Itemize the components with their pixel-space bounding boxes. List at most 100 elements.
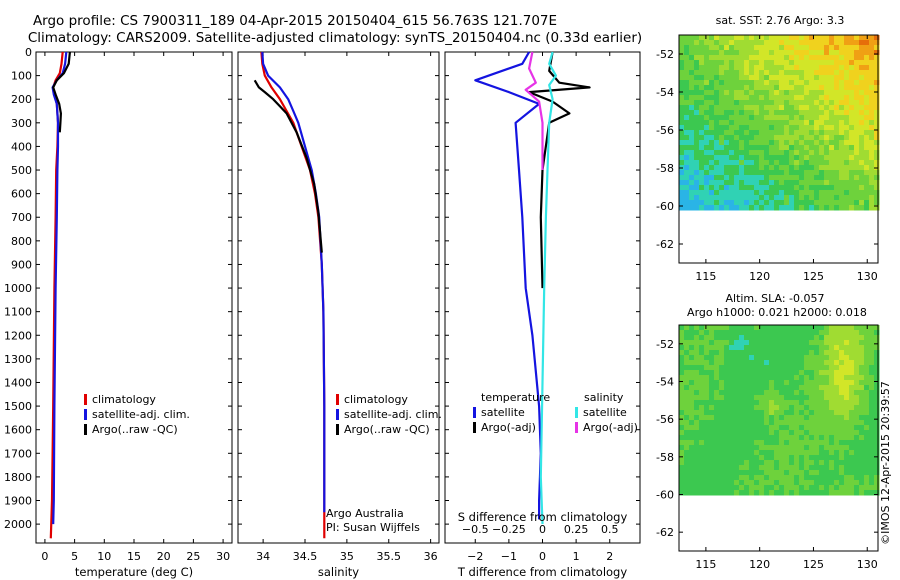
y-tick-label: 1400 [4, 376, 32, 389]
secondary-x-tick-label: 0.5 [601, 523, 619, 536]
map-x-tick-label: 115 [695, 270, 716, 283]
x-tick-label: 5 [71, 550, 78, 563]
y-tick-label: 600 [11, 188, 32, 201]
x-tick-label: 35 [340, 550, 354, 563]
series-line-argo_s [524, 51, 544, 170]
series-line-sat_s [539, 51, 558, 525]
x-tick-label: 34 [256, 550, 270, 563]
map-y-tick-label: -54 [656, 376, 674, 389]
x-tick-label: −1 [501, 550, 517, 563]
map-y-tick-label: -54 [656, 86, 674, 99]
legend-label: climatology [92, 393, 156, 406]
map-y-tick-label: -58 [656, 162, 674, 175]
secondary-x-tick-label: −0.25 [492, 523, 526, 536]
legend-title-temperature: temperature [481, 391, 550, 404]
secondary-x-axis-label: S difference from climatology [458, 510, 628, 524]
map-y-tick-label: -60 [656, 200, 674, 213]
map-y-tick-label: -62 [656, 238, 674, 251]
sla-map-title-line-1: Altim. SLA: -0.057 [725, 292, 824, 305]
x-tick-label: 36 [424, 550, 438, 563]
x-tick-label: 0 [539, 550, 546, 563]
panel-frame-temperature [35, 51, 233, 544]
legend-swatch [84, 409, 87, 420]
y-tick-label: 1600 [4, 424, 32, 437]
map-x-tick-label: 125 [803, 270, 824, 283]
legend-swatch [336, 394, 339, 405]
series-line-argo [52, 51, 71, 133]
series-line-sat [474, 51, 542, 520]
legend-label: Argo(..raw -QC) [344, 423, 430, 436]
map-y-tick-label: -52 [656, 48, 674, 61]
y-tick-label: 1000 [4, 282, 32, 295]
heatmap-cells-sst [679, 35, 880, 211]
y-tick-label: 1500 [4, 400, 32, 413]
secondary-x-tick-label: 0 [539, 523, 546, 536]
x-tick-label: 1 [573, 550, 580, 563]
secondary-x-tick-label: 0.25 [564, 523, 589, 536]
map-x-tick-label: 125 [803, 558, 824, 571]
legend-swatch [575, 422, 578, 433]
legend-label: climatology [344, 393, 408, 406]
y-tick-label: 1800 [4, 471, 32, 484]
map-y-tick-label: -56 [656, 413, 674, 426]
legend-swatch [84, 424, 87, 435]
legend-swatch [336, 409, 339, 420]
x-axis-label: temperature (deg C) [75, 565, 193, 579]
legend-swatch [84, 394, 87, 405]
map-frame-sla [678, 324, 879, 552]
legend-title-salinity: salinity [584, 391, 624, 404]
sst-map-title: sat. SST: 2.76 Argo: 3.3 [716, 14, 845, 27]
legend-label: satellite [583, 406, 627, 419]
legend-swatch [473, 407, 476, 418]
map-x-tick-label: 120 [749, 558, 770, 571]
legend-label: satellite [481, 406, 525, 419]
x-axis-label: T difference from climatology [457, 565, 628, 579]
legend-label: Argo(-adj) [481, 421, 536, 434]
y-tick-label: 1300 [4, 353, 32, 366]
x-tick-label: 30 [216, 550, 230, 563]
x-tick-label: 10 [97, 550, 111, 563]
y-tick-label: 800 [11, 235, 32, 248]
map-x-tick-label: 130 [857, 270, 878, 283]
legend-label: Argo(..raw -QC) [92, 423, 178, 436]
x-tick-label: 20 [157, 550, 171, 563]
x-axis-label: salinity [318, 565, 359, 579]
legend-swatch [575, 407, 578, 418]
legend-label: Argo(-adj) [583, 421, 638, 434]
plot-title-line-1: Argo profile: CS 7900311_189 04-Apr-2015… [32, 13, 558, 29]
y-tick-label: 1200 [4, 329, 32, 342]
y-tick-label: 1100 [4, 306, 32, 319]
legend-label: satellite-adj. clim. [92, 408, 190, 421]
y-tick-label: 900 [11, 258, 32, 271]
x-tick-label: −2 [467, 550, 483, 563]
heatmap-cells-sla [679, 325, 880, 496]
y-tick-label: 0 [25, 46, 32, 59]
map-y-tick-label: -58 [656, 451, 674, 464]
map-y-tick-label: -62 [656, 526, 674, 539]
series-line-argo [527, 51, 591, 289]
map-frame-sst [678, 34, 879, 264]
map-y-tick-label: -60 [656, 489, 674, 502]
y-tick-label: 1900 [4, 495, 32, 508]
y-tick-label: 100 [11, 70, 32, 83]
series-line-argo [253, 79, 323, 253]
y-tick-label: 700 [11, 211, 32, 224]
panel-frame-salinity [237, 51, 440, 544]
y-tick-label: 2000 [4, 518, 32, 531]
map-y-tick-label: -52 [656, 338, 674, 351]
y-tick-label: 500 [11, 164, 32, 177]
x-tick-label: 25 [186, 550, 200, 563]
legend-label: satellite-adj. clim. [344, 408, 442, 421]
sla-map-title-line-2: Argo h1000: 0.021 h2000: 0.018 [687, 306, 867, 319]
map-x-tick-label: 115 [695, 558, 716, 571]
data-source-annotation: Argo Australia [326, 507, 404, 520]
y-tick-label: 200 [11, 93, 32, 106]
y-tick-label: 300 [11, 117, 32, 130]
credit-text: ©IMOS 12-Apr-2015 20:39:57 [879, 381, 892, 545]
legend-swatch [336, 424, 339, 435]
map-y-tick-label: -56 [656, 124, 674, 137]
x-tick-label: 2 [606, 550, 613, 563]
y-tick-label: 1700 [4, 447, 32, 460]
series-line-sat [261, 51, 326, 513]
